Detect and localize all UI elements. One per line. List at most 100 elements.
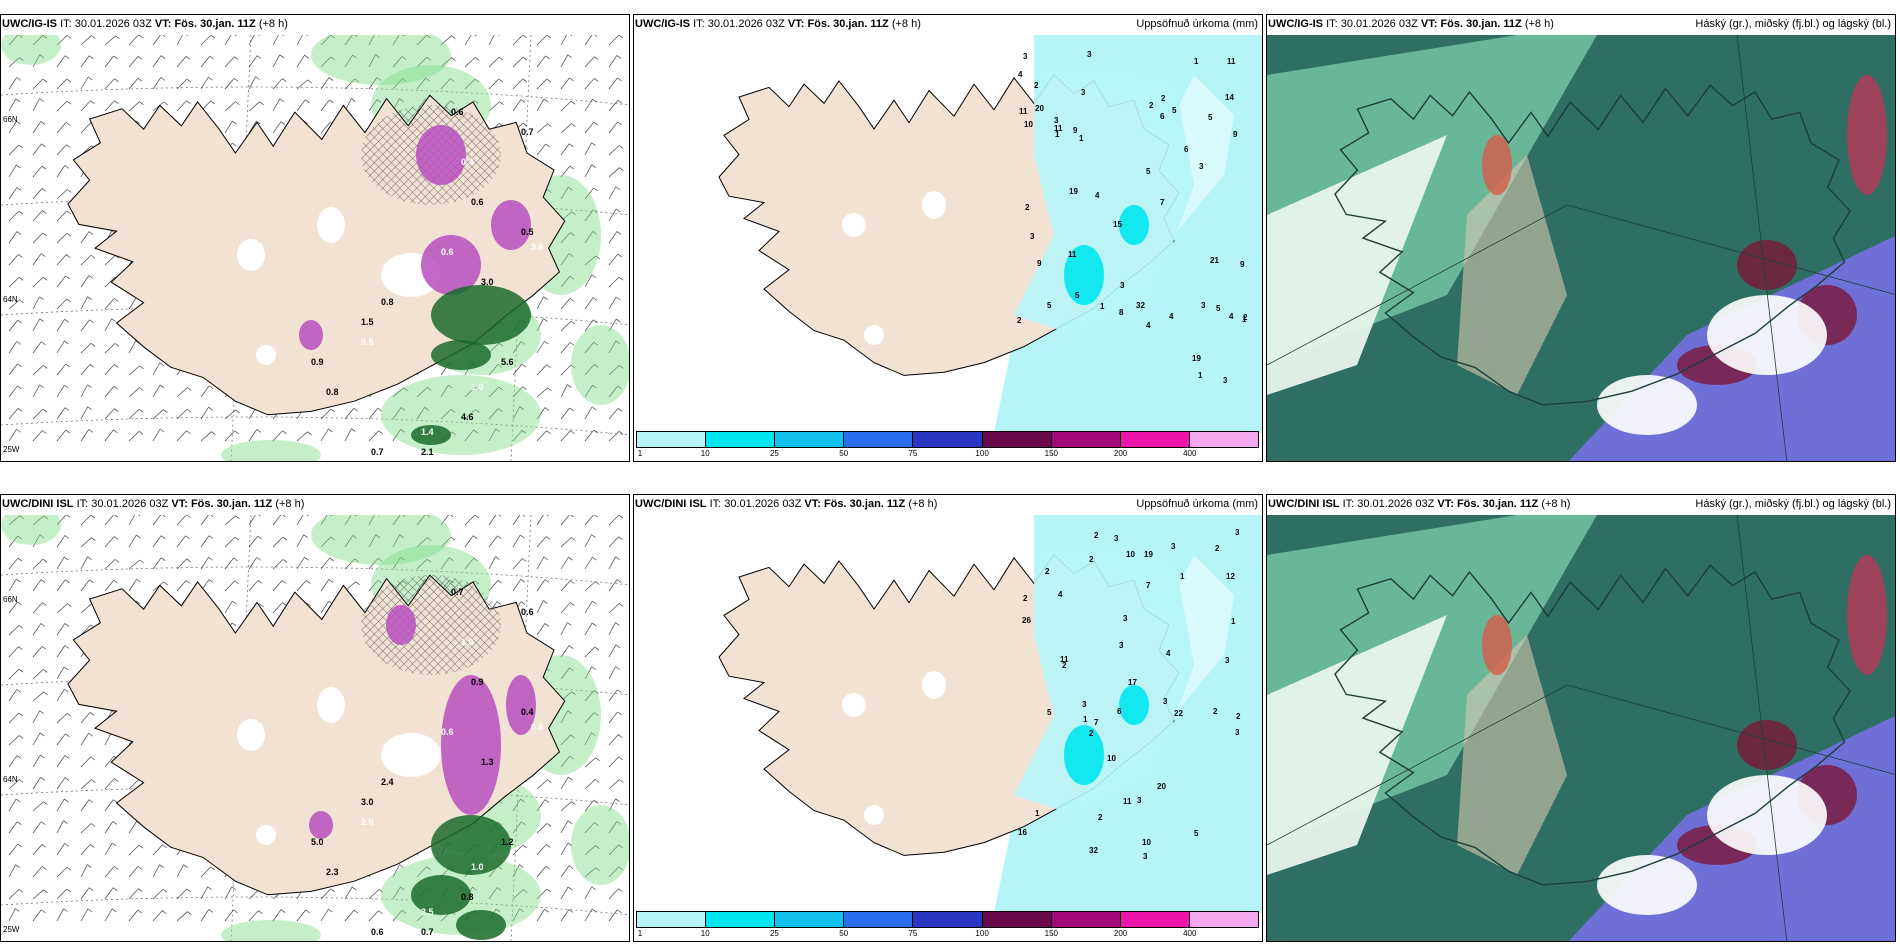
wind-barb <box>320 77 330 90</box>
wind-barb <box>39 54 45 59</box>
legend-tick-label: 400 <box>1183 449 1197 458</box>
wind-barb <box>176 864 185 878</box>
wind-barb <box>592 231 598 235</box>
wind-barb <box>56 556 65 570</box>
wind-barb <box>305 99 310 103</box>
wind-barb <box>512 99 522 112</box>
wind-barb <box>619 167 624 171</box>
wind-barb <box>114 559 120 563</box>
wind-barb <box>8 277 20 288</box>
wind-barb <box>137 77 143 82</box>
wind-barb <box>536 364 547 376</box>
wind-barb <box>488 408 499 420</box>
wind-barb <box>296 55 305 68</box>
wind-barb <box>128 431 140 442</box>
value-label: 5 <box>1208 113 1213 122</box>
wind-barb <box>8 779 20 790</box>
iceland-outline <box>1334 84 1852 406</box>
panel-subtitle: Uppsöfnuð úrkoma (mm) <box>1136 498 1258 510</box>
wind-barb <box>32 165 43 178</box>
wind-barb <box>64 777 70 781</box>
wind-barb <box>15 908 20 912</box>
wind-barb <box>90 343 96 347</box>
clear-gap <box>1597 375 1697 435</box>
value-label: 0.7 <box>521 127 534 137</box>
wind-barb <box>137 909 142 914</box>
cloud-cell <box>1482 135 1512 195</box>
wind-barb <box>440 515 449 526</box>
value-label: 9 <box>1073 126 1078 135</box>
wind-barb <box>282 78 287 82</box>
wind-barb <box>368 558 379 570</box>
wind-barb <box>176 35 183 46</box>
wind-barb <box>536 296 544 310</box>
wind-barb <box>354 78 360 83</box>
wind-barb <box>592 600 597 605</box>
wind-barb <box>80 384 88 398</box>
wind-barb <box>64 384 69 389</box>
wind-barb <box>618 866 623 871</box>
value-label: 2 <box>1089 729 1094 738</box>
value-label: 2 <box>1149 101 1154 110</box>
value-label: 2 <box>1236 712 1241 721</box>
wind-barb <box>368 515 375 526</box>
value-label: 2 <box>1034 81 1039 90</box>
wind-barb <box>224 515 236 526</box>
wind-barb <box>187 911 192 915</box>
cloud-cell <box>1847 555 1887 675</box>
wind-barb <box>138 35 143 39</box>
wind-barb <box>224 120 233 134</box>
wind-barb <box>248 580 259 592</box>
wind-barb <box>520 579 525 583</box>
wind-barb <box>104 364 115 376</box>
wind-barb <box>594 779 600 783</box>
wind-barb <box>80 255 92 266</box>
wind-barb <box>32 732 41 746</box>
wind-barb <box>568 645 574 649</box>
wind-barb <box>592 556 597 561</box>
wind-barb <box>56 275 66 288</box>
wind-barb <box>8 254 19 266</box>
wind-barb <box>16 187 22 191</box>
wind-barb <box>615 556 620 560</box>
value-label: 0.6 <box>531 722 544 732</box>
wind-barb <box>17 557 23 562</box>
wind-barb <box>522 56 528 61</box>
wind-barb <box>104 799 114 812</box>
value-label: 3 <box>1235 528 1240 537</box>
wind-barb <box>64 55 70 59</box>
wind-barb <box>569 77 574 82</box>
wind-barb <box>392 407 402 420</box>
graticule-line <box>1 566 629 586</box>
precip-shade <box>311 35 451 85</box>
wind-barb <box>64 556 69 561</box>
wind-barb <box>257 580 263 584</box>
wind-barb <box>402 35 405 37</box>
wind-barb <box>328 77 334 81</box>
wind-barb <box>104 908 113 922</box>
wind-barb <box>368 889 380 900</box>
wind-barb <box>17 843 22 848</box>
wind-barb <box>40 121 46 125</box>
wind-barb <box>400 886 405 891</box>
wind-barb <box>233 78 239 82</box>
wind-barb <box>80 406 89 420</box>
wind-barb <box>200 407 209 420</box>
wind-barb <box>591 622 597 627</box>
wind-barb <box>39 296 44 300</box>
wind-barb <box>80 429 90 442</box>
wind-barb <box>521 821 526 826</box>
wind-barb <box>560 54 569 68</box>
value-label: 3 <box>1137 796 1142 805</box>
wind-barb <box>584 98 593 112</box>
wind-barb <box>512 864 520 878</box>
wind-barb <box>568 186 573 191</box>
wind-barb <box>616 208 621 213</box>
wind-barb <box>496 887 502 891</box>
wind-barb <box>18 712 23 717</box>
glacier <box>237 239 265 271</box>
wind-barb <box>375 534 381 539</box>
wind-barb <box>32 341 42 354</box>
wind-barb <box>8 77 18 90</box>
wind-barb <box>568 253 574 257</box>
